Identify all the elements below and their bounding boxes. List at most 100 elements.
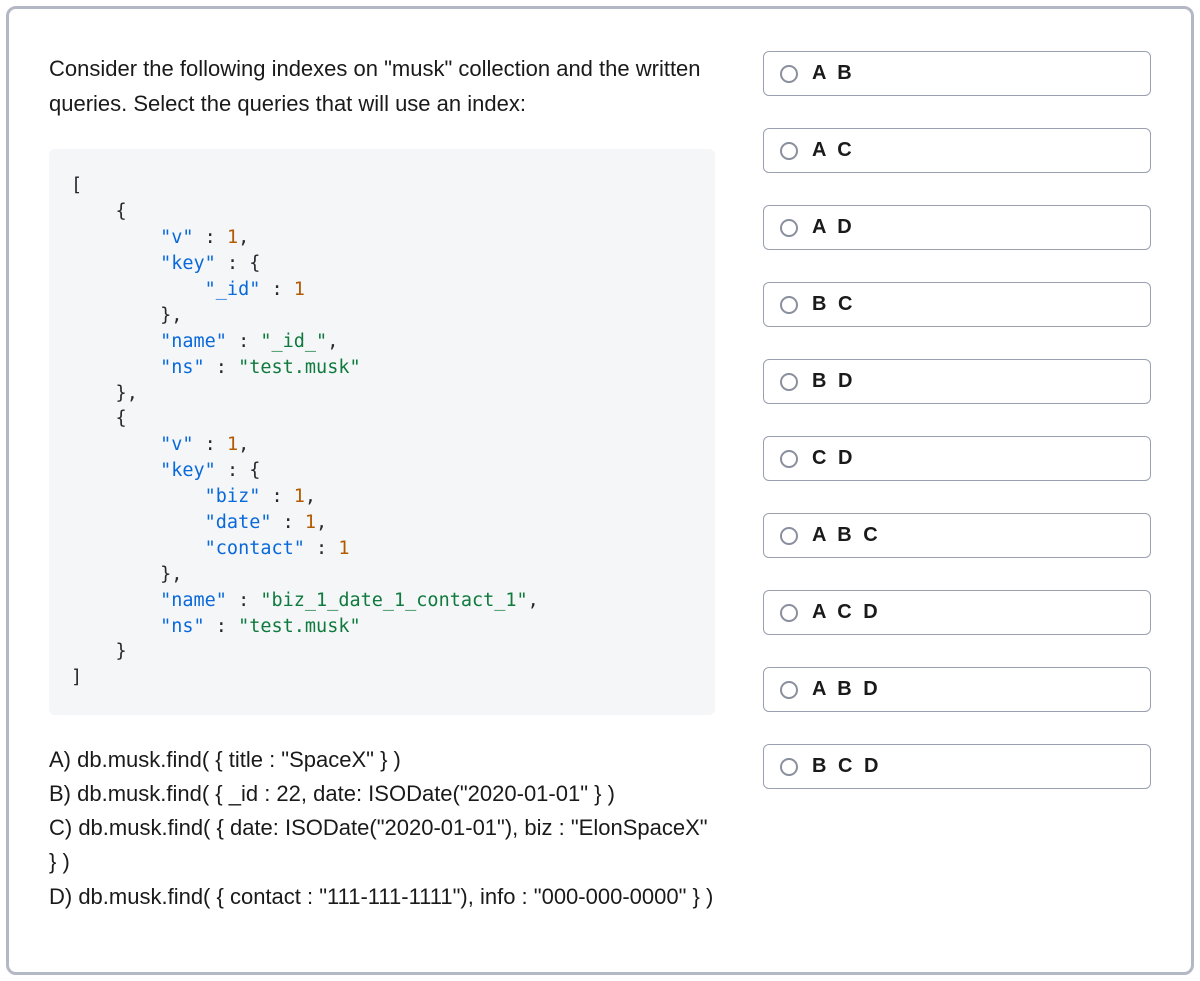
code-token: : { bbox=[216, 253, 261, 274]
radio-icon bbox=[780, 527, 798, 545]
options-column: A B A C A D B C B D C D A B C A C D A B D B C D bbox=[763, 51, 1151, 930]
code-block: [ { "v" : 1, "key" : { "_id" : 1 }, "nam… bbox=[49, 149, 715, 715]
radio-icon bbox=[780, 450, 798, 468]
code-token: 1 bbox=[294, 486, 305, 507]
option-label: B D bbox=[812, 370, 855, 393]
code-token bbox=[71, 460, 160, 481]
page-frame: Consider the following indexes on "musk"… bbox=[0, 0, 1200, 981]
code-token: "biz" bbox=[205, 486, 261, 507]
question-column: Consider the following indexes on "musk"… bbox=[49, 51, 715, 930]
code-token: "key" bbox=[160, 460, 216, 481]
code-token bbox=[71, 590, 160, 611]
code-token: : bbox=[271, 512, 304, 533]
question-prompt: Consider the following indexes on "musk"… bbox=[49, 51, 715, 121]
code-token bbox=[71, 331, 160, 352]
radio-icon bbox=[780, 758, 798, 776]
code-token: "date" bbox=[205, 512, 272, 533]
code-token: : bbox=[260, 486, 293, 507]
option-row[interactable]: C D bbox=[763, 436, 1151, 481]
code-token: "ns" bbox=[160, 357, 205, 378]
code-token: "name" bbox=[160, 331, 227, 352]
option-row[interactable]: B C D bbox=[763, 744, 1151, 789]
code-token: : bbox=[260, 279, 293, 300]
code-token: 1 bbox=[305, 512, 316, 533]
option-row[interactable]: B C bbox=[763, 282, 1151, 327]
code-token: "_id_" bbox=[260, 331, 327, 352]
code-token: ] bbox=[71, 667, 82, 688]
code-token: [ bbox=[71, 175, 82, 196]
option-label: C D bbox=[812, 447, 855, 470]
option-label: A B bbox=[812, 62, 855, 85]
code-token: "v" bbox=[160, 434, 193, 455]
code-token bbox=[71, 434, 160, 455]
radio-icon bbox=[780, 219, 798, 237]
option-row[interactable]: A C D bbox=[763, 590, 1151, 635]
code-token: }, bbox=[71, 564, 182, 585]
code-token: 1 bbox=[227, 434, 238, 455]
option-row[interactable]: B D bbox=[763, 359, 1151, 404]
quiz-card: Consider the following indexes on "musk"… bbox=[6, 6, 1194, 975]
code-token: : bbox=[205, 357, 238, 378]
code-token: , bbox=[238, 434, 249, 455]
code-token bbox=[71, 486, 205, 507]
code-token: : bbox=[227, 590, 260, 611]
code-token: { bbox=[71, 408, 127, 429]
code-token bbox=[71, 357, 160, 378]
option-row[interactable]: A D bbox=[763, 205, 1151, 250]
option-label: A B C bbox=[812, 524, 881, 547]
code-token: , bbox=[528, 590, 539, 611]
option-label: A B D bbox=[812, 678, 881, 701]
code-token: : bbox=[194, 434, 227, 455]
option-row[interactable]: A B C bbox=[763, 513, 1151, 558]
code-token: "test.musk" bbox=[238, 357, 361, 378]
option-label: B C bbox=[812, 293, 855, 316]
option-label: B C D bbox=[812, 755, 881, 778]
answer-b: B) db.musk.find( { _id : 22, date: ISODa… bbox=[49, 777, 715, 811]
code-token bbox=[71, 279, 205, 300]
radio-icon bbox=[780, 65, 798, 83]
option-row[interactable]: A B bbox=[763, 51, 1151, 96]
code-token: : bbox=[194, 227, 227, 248]
code-token bbox=[71, 227, 160, 248]
code-token: 1 bbox=[338, 538, 349, 559]
radio-icon bbox=[780, 373, 798, 391]
code-token: , bbox=[305, 486, 316, 507]
code-token: "test.musk" bbox=[238, 616, 361, 637]
code-token: "key" bbox=[160, 253, 216, 274]
option-label: A C bbox=[812, 139, 855, 162]
radio-icon bbox=[780, 142, 798, 160]
code-token: "ns" bbox=[160, 616, 205, 637]
code-token: , bbox=[327, 331, 338, 352]
code-token: 1 bbox=[227, 227, 238, 248]
code-token: : bbox=[205, 616, 238, 637]
code-token: 1 bbox=[294, 279, 305, 300]
code-token: , bbox=[316, 512, 327, 533]
code-token: , bbox=[238, 227, 249, 248]
answer-a: A) db.musk.find( { title : "SpaceX" } ) bbox=[49, 743, 715, 777]
answer-definitions: A) db.musk.find( { title : "SpaceX" } ) … bbox=[49, 743, 715, 913]
code-token bbox=[71, 616, 160, 637]
code-token: { bbox=[71, 201, 127, 222]
radio-icon bbox=[780, 296, 798, 314]
option-label: A D bbox=[812, 216, 855, 239]
option-row[interactable]: A C bbox=[763, 128, 1151, 173]
option-label: A C D bbox=[812, 601, 881, 624]
option-row[interactable]: A B D bbox=[763, 667, 1151, 712]
code-token bbox=[71, 538, 205, 559]
code-token: "biz_1_date_1_contact_1" bbox=[260, 590, 527, 611]
code-token: : bbox=[305, 538, 338, 559]
answer-d: D) db.musk.find( { contact : "111-111-11… bbox=[49, 880, 715, 914]
answer-c: C) db.musk.find( { date: ISODate("2020-0… bbox=[49, 811, 715, 879]
code-token: }, bbox=[71, 305, 182, 326]
code-token bbox=[71, 512, 205, 533]
code-token: : bbox=[227, 331, 260, 352]
code-token: "_id" bbox=[205, 279, 261, 300]
code-token: "contact" bbox=[205, 538, 305, 559]
radio-icon bbox=[780, 604, 798, 622]
radio-icon bbox=[780, 681, 798, 699]
code-token: "v" bbox=[160, 227, 193, 248]
code-token: } bbox=[71, 641, 127, 662]
code-token: "name" bbox=[160, 590, 227, 611]
code-token bbox=[71, 253, 160, 274]
code-token: : { bbox=[216, 460, 261, 481]
